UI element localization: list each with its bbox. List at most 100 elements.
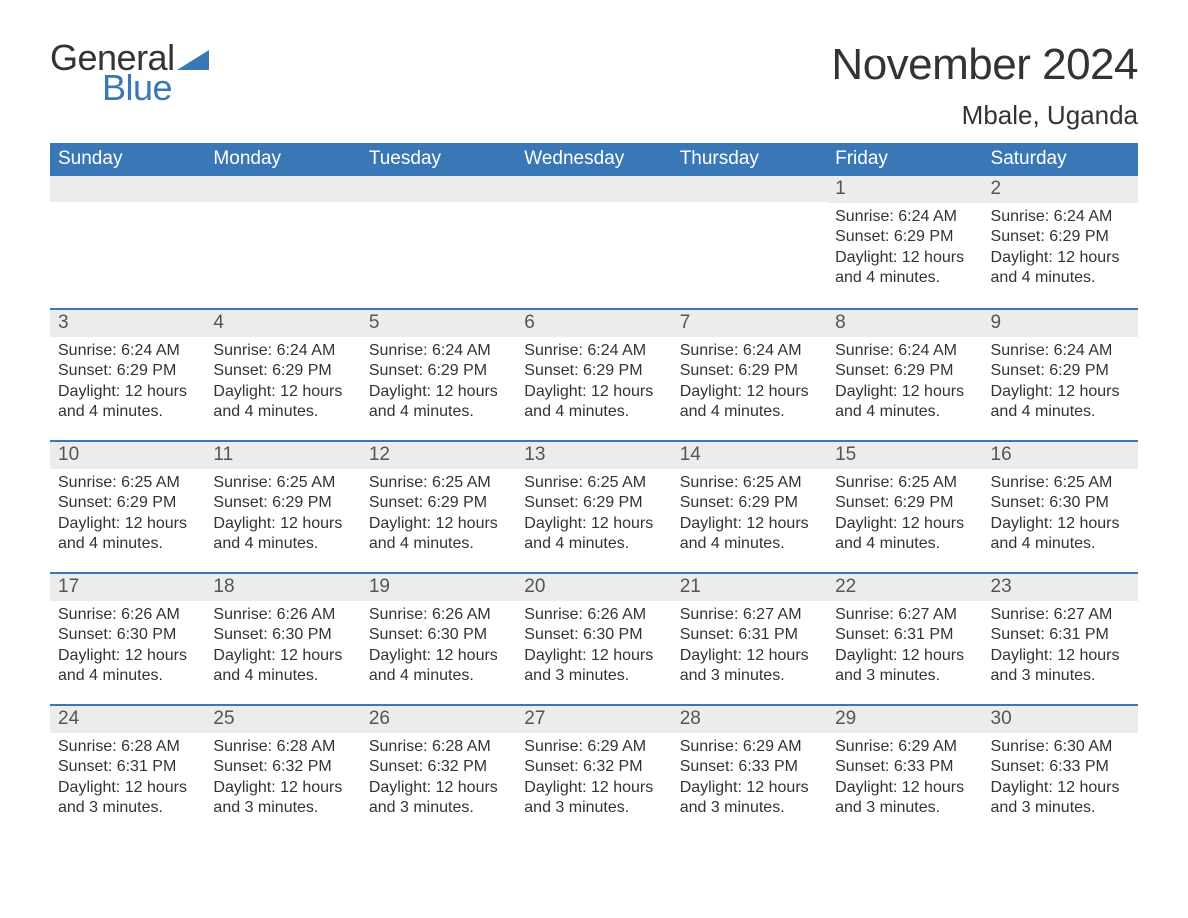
sunrise-text: Sunrise: 6:24 AM (213, 341, 352, 361)
day-info: Sunrise: 6:25 AMSunset: 6:30 PMDaylight:… (991, 473, 1130, 555)
sunrise-text: Sunrise: 6:27 AM (991, 605, 1130, 625)
sunrise-text: Sunrise: 6:28 AM (213, 737, 352, 757)
calendar-day-cell: 28Sunrise: 6:29 AMSunset: 6:33 PMDayligh… (672, 706, 827, 836)
calendar-header-row: Sunday Monday Tuesday Wednesday Thursday… (50, 143, 1138, 176)
calendar-day-cell: 15 Sunrise: 6:25 AMSunset: 6:29 PMDayligh… (827, 442, 982, 572)
daylight-text: Daylight: 12 hours and 3 minutes. (213, 778, 352, 819)
sunrise-text: Sunrise: 6:25 AM (524, 473, 663, 493)
sunset-text: Sunset: 6:32 PM (213, 757, 352, 777)
calendar-day-cell (516, 176, 671, 308)
day-number-bar: 11 (205, 442, 360, 469)
sunrise-text: Sunrise: 6:24 AM (991, 341, 1130, 361)
sunset-text: Sunset: 6:33 PM (680, 757, 819, 777)
calendar: Sunday Monday Tuesday Wednesday Thursday… (50, 143, 1138, 836)
sunrise-text: Sunrise: 6:26 AM (369, 605, 508, 625)
daylight-text: Daylight: 12 hours and 3 minutes. (991, 646, 1130, 687)
calendar-week-row: 1Sunrise: 6:24 AMSunset: 6:29 PMDaylight… (50, 176, 1138, 308)
daylight-text: Daylight: 12 hours and 4 minutes. (58, 646, 197, 687)
day-header-sunday: Sunday (50, 143, 205, 176)
sunrise-text: Sunrise: 6:28 AM (369, 737, 508, 757)
sunset-text: Sunset: 6:31 PM (58, 757, 197, 777)
day-info: Sunrise: 6:28 AMSunset: 6:32 PMDaylight:… (369, 737, 508, 819)
day-info: Sunrise: 6:24 AMSunset: 6:29 PMDaylight:… (58, 341, 197, 423)
daylight-text: Daylight: 12 hours and 4 minutes. (213, 646, 352, 687)
daylight-text: Daylight: 12 hours and 4 minutes. (213, 382, 352, 423)
daylight-text: Daylight: 12 hours and 3 minutes. (680, 646, 819, 687)
daylight-text: Daylight: 12 hours and 4 minutes. (524, 514, 663, 555)
sunset-text: Sunset: 6:29 PM (213, 493, 352, 513)
day-info: Sunrise: 6:24 AMSunset: 6:29 PMDaylight:… (835, 341, 974, 423)
sunrise-text: Sunrise: 6:26 AM (213, 605, 352, 625)
day-info: Sunrise: 6:29 AMSunset: 6:33 PMDaylight:… (680, 737, 819, 819)
daylight-text: Daylight: 12 hours and 3 minutes. (835, 778, 974, 819)
calendar-day-cell: 7Sunrise: 6:24 AMSunset: 6:29 PMDaylight… (672, 310, 827, 440)
calendar-day-cell: 10Sunrise: 6:25 AMSunset: 6:29 PMDayligh… (50, 442, 205, 572)
day-info: Sunrise: 6:25 AMSunset: 6:29 PMDaylight:… (835, 473, 974, 555)
day-number-bar: 22 (827, 574, 982, 601)
day-number-bar: 29 (827, 706, 982, 733)
calendar-week-row: 10Sunrise: 6:25 AMSunset: 6:29 PMDayligh… (50, 440, 1138, 572)
calendar-day-cell: 29Sunrise: 6:29 AMSunset: 6:33 PMDayligh… (827, 706, 982, 836)
calendar-day-cell: 17Sunrise: 6:26 AMSunset: 6:30 PMDayligh… (50, 574, 205, 704)
day-header-friday: Friday (827, 143, 982, 176)
sunrise-text: Sunrise: 6:27 AM (835, 605, 974, 625)
sunset-text: Sunset: 6:29 PM (58, 493, 197, 513)
sunrise-text: Sunrise: 6:29 AM (524, 737, 663, 757)
calendar-day-cell: 30Sunrise: 6:30 AMSunset: 6:33 PMDayligh… (983, 706, 1138, 836)
day-info: Sunrise: 6:30 AMSunset: 6:33 PMDaylight:… (991, 737, 1130, 819)
calendar-day-cell: 12Sunrise: 6:25 AMSunset: 6:29 PMDayligh… (361, 442, 516, 572)
calendar-day-cell: 23Sunrise: 6:27 AMSunset: 6:31 PMDayligh… (983, 574, 1138, 704)
sunrise-text: Sunrise: 6:29 AM (835, 737, 974, 757)
day-number-bar: 8 (827, 310, 982, 337)
sunrise-text: Sunrise: 6:25 AM (835, 473, 974, 493)
sunset-text: Sunset: 6:32 PM (524, 757, 663, 777)
sunset-text: Sunset: 6:29 PM (835, 493, 974, 513)
daylight-text: Daylight: 12 hours and 3 minutes. (524, 778, 663, 819)
sunset-text: Sunset: 6:29 PM (991, 361, 1130, 381)
sunrise-text: Sunrise: 6:25 AM (991, 473, 1130, 493)
daylight-text: Daylight: 12 hours and 3 minutes. (524, 646, 663, 687)
day-info: Sunrise: 6:28 AMSunset: 6:31 PMDaylight:… (58, 737, 197, 819)
day-info: Sunrise: 6:26 AMSunset: 6:30 PMDaylight:… (369, 605, 508, 687)
day-info: Sunrise: 6:26 AMSunset: 6:30 PMDaylight:… (524, 605, 663, 687)
daylight-text: Daylight: 12 hours and 3 minutes. (369, 778, 508, 819)
day-number-bar: 14 (672, 442, 827, 469)
sunset-text: Sunset: 6:29 PM (58, 361, 197, 381)
calendar-day-cell: 22Sunrise: 6:27 AMSunset: 6:31 PMDayligh… (827, 574, 982, 704)
calendar-day-cell (205, 176, 360, 308)
page-title: November 2024 (831, 40, 1138, 90)
calendar-day-cell (361, 176, 516, 308)
sunrise-text: Sunrise: 6:24 AM (58, 341, 197, 361)
heading-group: November 2024 Mbale, Uganda (831, 40, 1138, 131)
sunset-text: Sunset: 6:29 PM (680, 493, 819, 513)
sunrise-text: Sunrise: 6:26 AM (58, 605, 197, 625)
calendar-body: 1Sunrise: 6:24 AMSunset: 6:29 PMDaylight… (50, 176, 1138, 836)
day-number-bar: 13 (516, 442, 671, 469)
calendar-week-row: 24Sunrise: 6:28 AMSunset: 6:31 PMDayligh… (50, 704, 1138, 836)
calendar-week-row: 17Sunrise: 6:26 AMSunset: 6:30 PMDayligh… (50, 572, 1138, 704)
calendar-day-cell (672, 176, 827, 308)
daylight-text: Daylight: 12 hours and 4 minutes. (835, 248, 974, 289)
calendar-day-cell: 9Sunrise: 6:24 AMSunset: 6:29 PMDaylight… (983, 310, 1138, 440)
daylight-text: Daylight: 12 hours and 4 minutes. (58, 514, 197, 555)
sunset-text: Sunset: 6:29 PM (680, 361, 819, 381)
day-number-bar (361, 176, 516, 202)
day-number-bar (672, 176, 827, 202)
location-subtitle: Mbale, Uganda (831, 100, 1138, 131)
day-info: Sunrise: 6:29 AMSunset: 6:32 PMDaylight:… (524, 737, 663, 819)
sunset-text: Sunset: 6:29 PM (835, 361, 974, 381)
day-info: Sunrise: 6:25 AMSunset: 6:29 PMDaylight:… (369, 473, 508, 555)
day-number-bar (516, 176, 671, 202)
day-number-bar: 15 (827, 442, 982, 469)
calendar-day-cell: 13Sunrise: 6:25 AMSunset: 6:29 PMDayligh… (516, 442, 671, 572)
sunset-text: Sunset: 6:32 PM (369, 757, 508, 777)
calendar-day-cell (50, 176, 205, 308)
sunset-text: Sunset: 6:29 PM (835, 227, 974, 247)
sunrise-text: Sunrise: 6:24 AM (680, 341, 819, 361)
brand-logo: General Blue (50, 40, 209, 106)
daylight-text: Daylight: 12 hours and 4 minutes. (369, 514, 508, 555)
calendar-day-cell: 25Sunrise: 6:28 AMSunset: 6:32 PMDayligh… (205, 706, 360, 836)
day-info: Sunrise: 6:24 AMSunset: 6:29 PMDaylight:… (835, 207, 974, 289)
calendar-week-row: 3Sunrise: 6:24 AMSunset: 6:29 PMDaylight… (50, 308, 1138, 440)
sunrise-text: Sunrise: 6:24 AM (835, 341, 974, 361)
